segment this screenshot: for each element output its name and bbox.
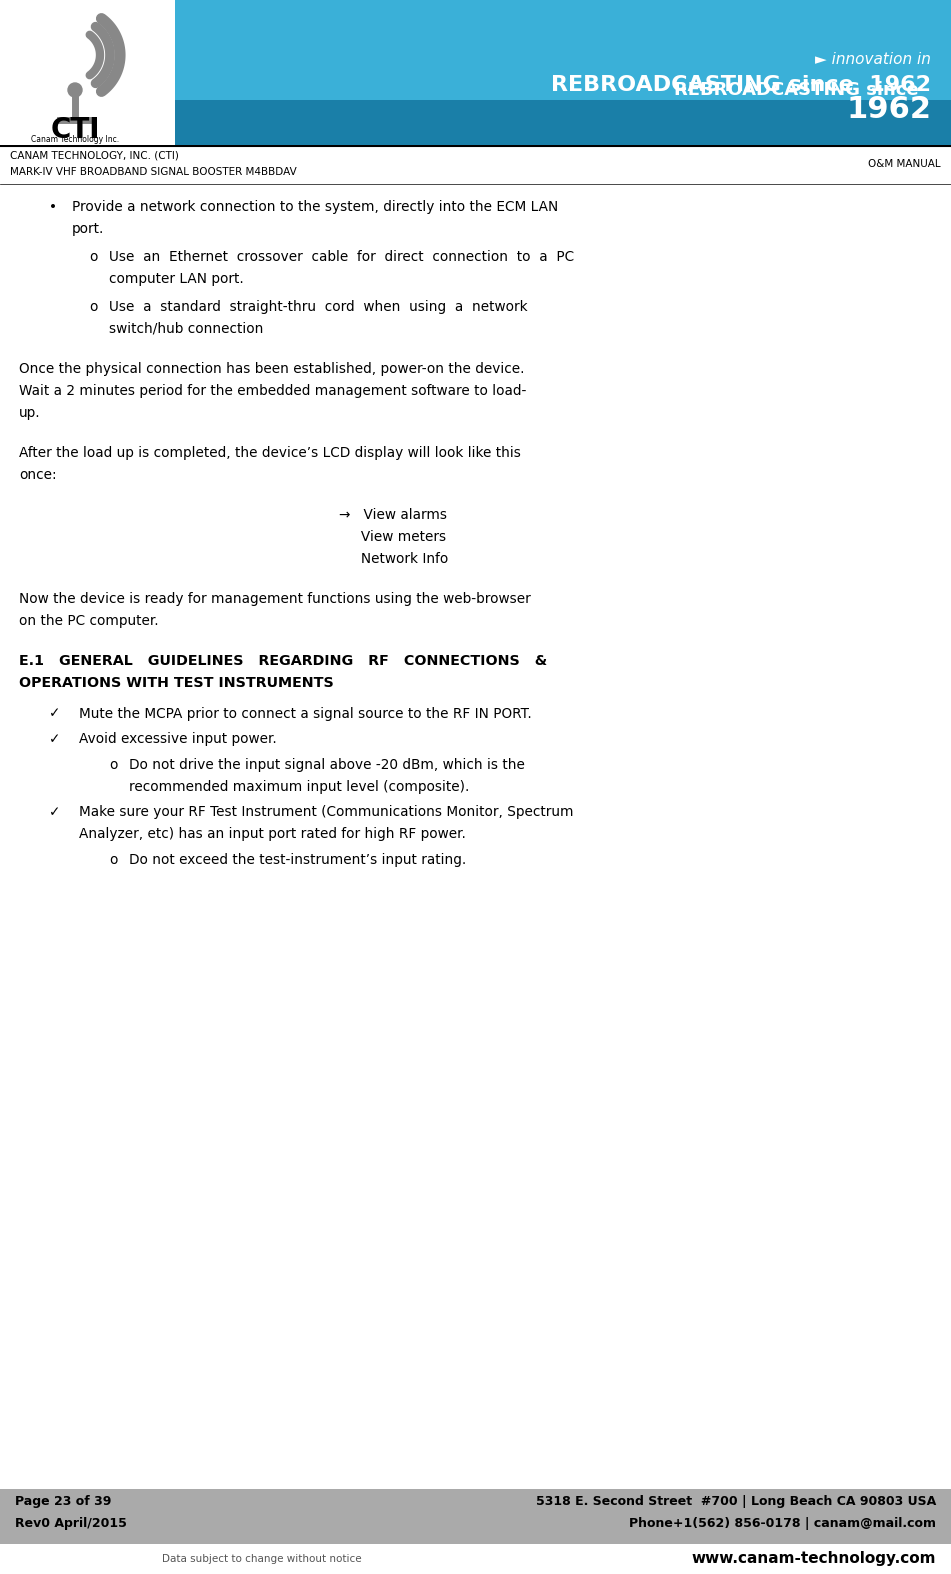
Text: Analyzer, etc) has an input port rated for high RF power.: Analyzer, etc) has an input port rated f… — [79, 828, 466, 842]
Text: ✓: ✓ — [49, 732, 61, 746]
Text: Phone+1(562) 856-0178 | canam@mail.com: Phone+1(562) 856-0178 | canam@mail.com — [629, 1517, 936, 1530]
Text: Use  a  standard  straight-thru  cord  when  using  a  network: Use a standard straight-thru cord when u… — [109, 299, 528, 313]
Text: ✓: ✓ — [49, 707, 61, 721]
Text: Wait a 2 minutes period for the embedded management software to load-: Wait a 2 minutes period for the embedded… — [19, 384, 527, 398]
Text: www.canam-technology.com: www.canam-technology.com — [691, 1552, 936, 1566]
Text: ✓: ✓ — [49, 806, 61, 820]
Text: recommended maximum input level (composite).: recommended maximum input level (composi… — [129, 779, 470, 793]
Text: Rev0 April/2015: Rev0 April/2015 — [15, 1517, 126, 1530]
Text: on the PC computer.: on the PC computer. — [19, 614, 159, 628]
Text: →   View alarms: → View alarms — [339, 507, 447, 521]
Text: Do not drive the input signal above -20 dBm, which is the: Do not drive the input signal above -20 … — [129, 757, 525, 771]
Text: CTI: CTI — [50, 116, 100, 143]
FancyBboxPatch shape — [175, 0, 951, 145]
Text: View meters: View meters — [339, 529, 446, 543]
Text: o: o — [109, 853, 117, 867]
Text: Mute the MCPA prior to connect a signal source to the RF IN PORT.: Mute the MCPA prior to connect a signal … — [79, 707, 532, 721]
Text: Page 23 of 39: Page 23 of 39 — [15, 1495, 111, 1508]
Text: O&M MANUAL: O&M MANUAL — [868, 159, 941, 168]
Text: o: o — [89, 250, 97, 263]
Text: Data subject to change without notice: Data subject to change without notice — [162, 1554, 361, 1565]
Text: Once the physical connection has been established, power-on the device.: Once the physical connection has been es… — [19, 362, 525, 376]
Text: Provide a network connection to the system, directly into the ECM LAN: Provide a network connection to the syst… — [72, 200, 558, 214]
Text: 1962: 1962 — [846, 96, 931, 124]
Text: Do not exceed the test-instrument’s input rating.: Do not exceed the test-instrument’s inpu… — [129, 853, 466, 867]
Text: After the load up is completed, the device’s LCD display will look like this: After the load up is completed, the devi… — [19, 445, 521, 460]
Text: Use  an  Ethernet  crossover  cable  for  direct  connection  to  a  PC: Use an Ethernet crossover cable for dire… — [109, 250, 574, 263]
Text: port.: port. — [72, 222, 105, 236]
Text: REBROADCASTING since: REBROADCASTING since — [674, 80, 931, 99]
Text: Now the device is ready for management functions using the web-browser: Now the device is ready for management f… — [19, 592, 531, 606]
Text: switch/hub connection: switch/hub connection — [109, 321, 263, 335]
FancyBboxPatch shape — [0, 1489, 951, 1544]
Text: OPERATIONS WITH TEST INSTRUMENTS: OPERATIONS WITH TEST INSTRUMENTS — [19, 675, 334, 689]
Text: CANAM TECHNOLOGY, INC. (CTI): CANAM TECHNOLOGY, INC. (CTI) — [10, 151, 179, 161]
Text: Make sure your RF Test Instrument (Communications Monitor, Spectrum: Make sure your RF Test Instrument (Commu… — [79, 806, 573, 820]
Text: once:: once: — [19, 467, 57, 482]
Circle shape — [20, 0, 130, 110]
Text: Network Info: Network Info — [339, 551, 448, 565]
FancyBboxPatch shape — [175, 101, 951, 145]
FancyBboxPatch shape — [0, 0, 951, 145]
Circle shape — [68, 83, 82, 98]
Text: 5318 E. Second Street  #700 | Long Beach CA 90803 USA: 5318 E. Second Street #700 | Long Beach … — [535, 1495, 936, 1508]
Text: ► innovation in: ► innovation in — [815, 52, 931, 68]
Text: REBROADCASTING since  1962: REBROADCASTING since 1962 — [551, 76, 931, 94]
Text: o: o — [89, 299, 97, 313]
Text: computer LAN port.: computer LAN port. — [109, 272, 243, 285]
Text: up.: up. — [19, 406, 41, 420]
Text: Avoid excessive input power.: Avoid excessive input power. — [79, 732, 277, 746]
Text: o: o — [109, 757, 117, 771]
Text: Canam Technology Inc.: Canam Technology Inc. — [31, 134, 119, 143]
Text: E.1   GENERAL   GUIDELINES   REGARDING   RF   CONNECTIONS   &: E.1 GENERAL GUIDELINES REGARDING RF CONN… — [19, 653, 547, 667]
Text: MARK-IV VHF BROADBAND SIGNAL BOOSTER M4BBDAV: MARK-IV VHF BROADBAND SIGNAL BOOSTER M4B… — [10, 167, 297, 176]
Text: •: • — [49, 200, 57, 214]
FancyBboxPatch shape — [0, 1544, 951, 1574]
